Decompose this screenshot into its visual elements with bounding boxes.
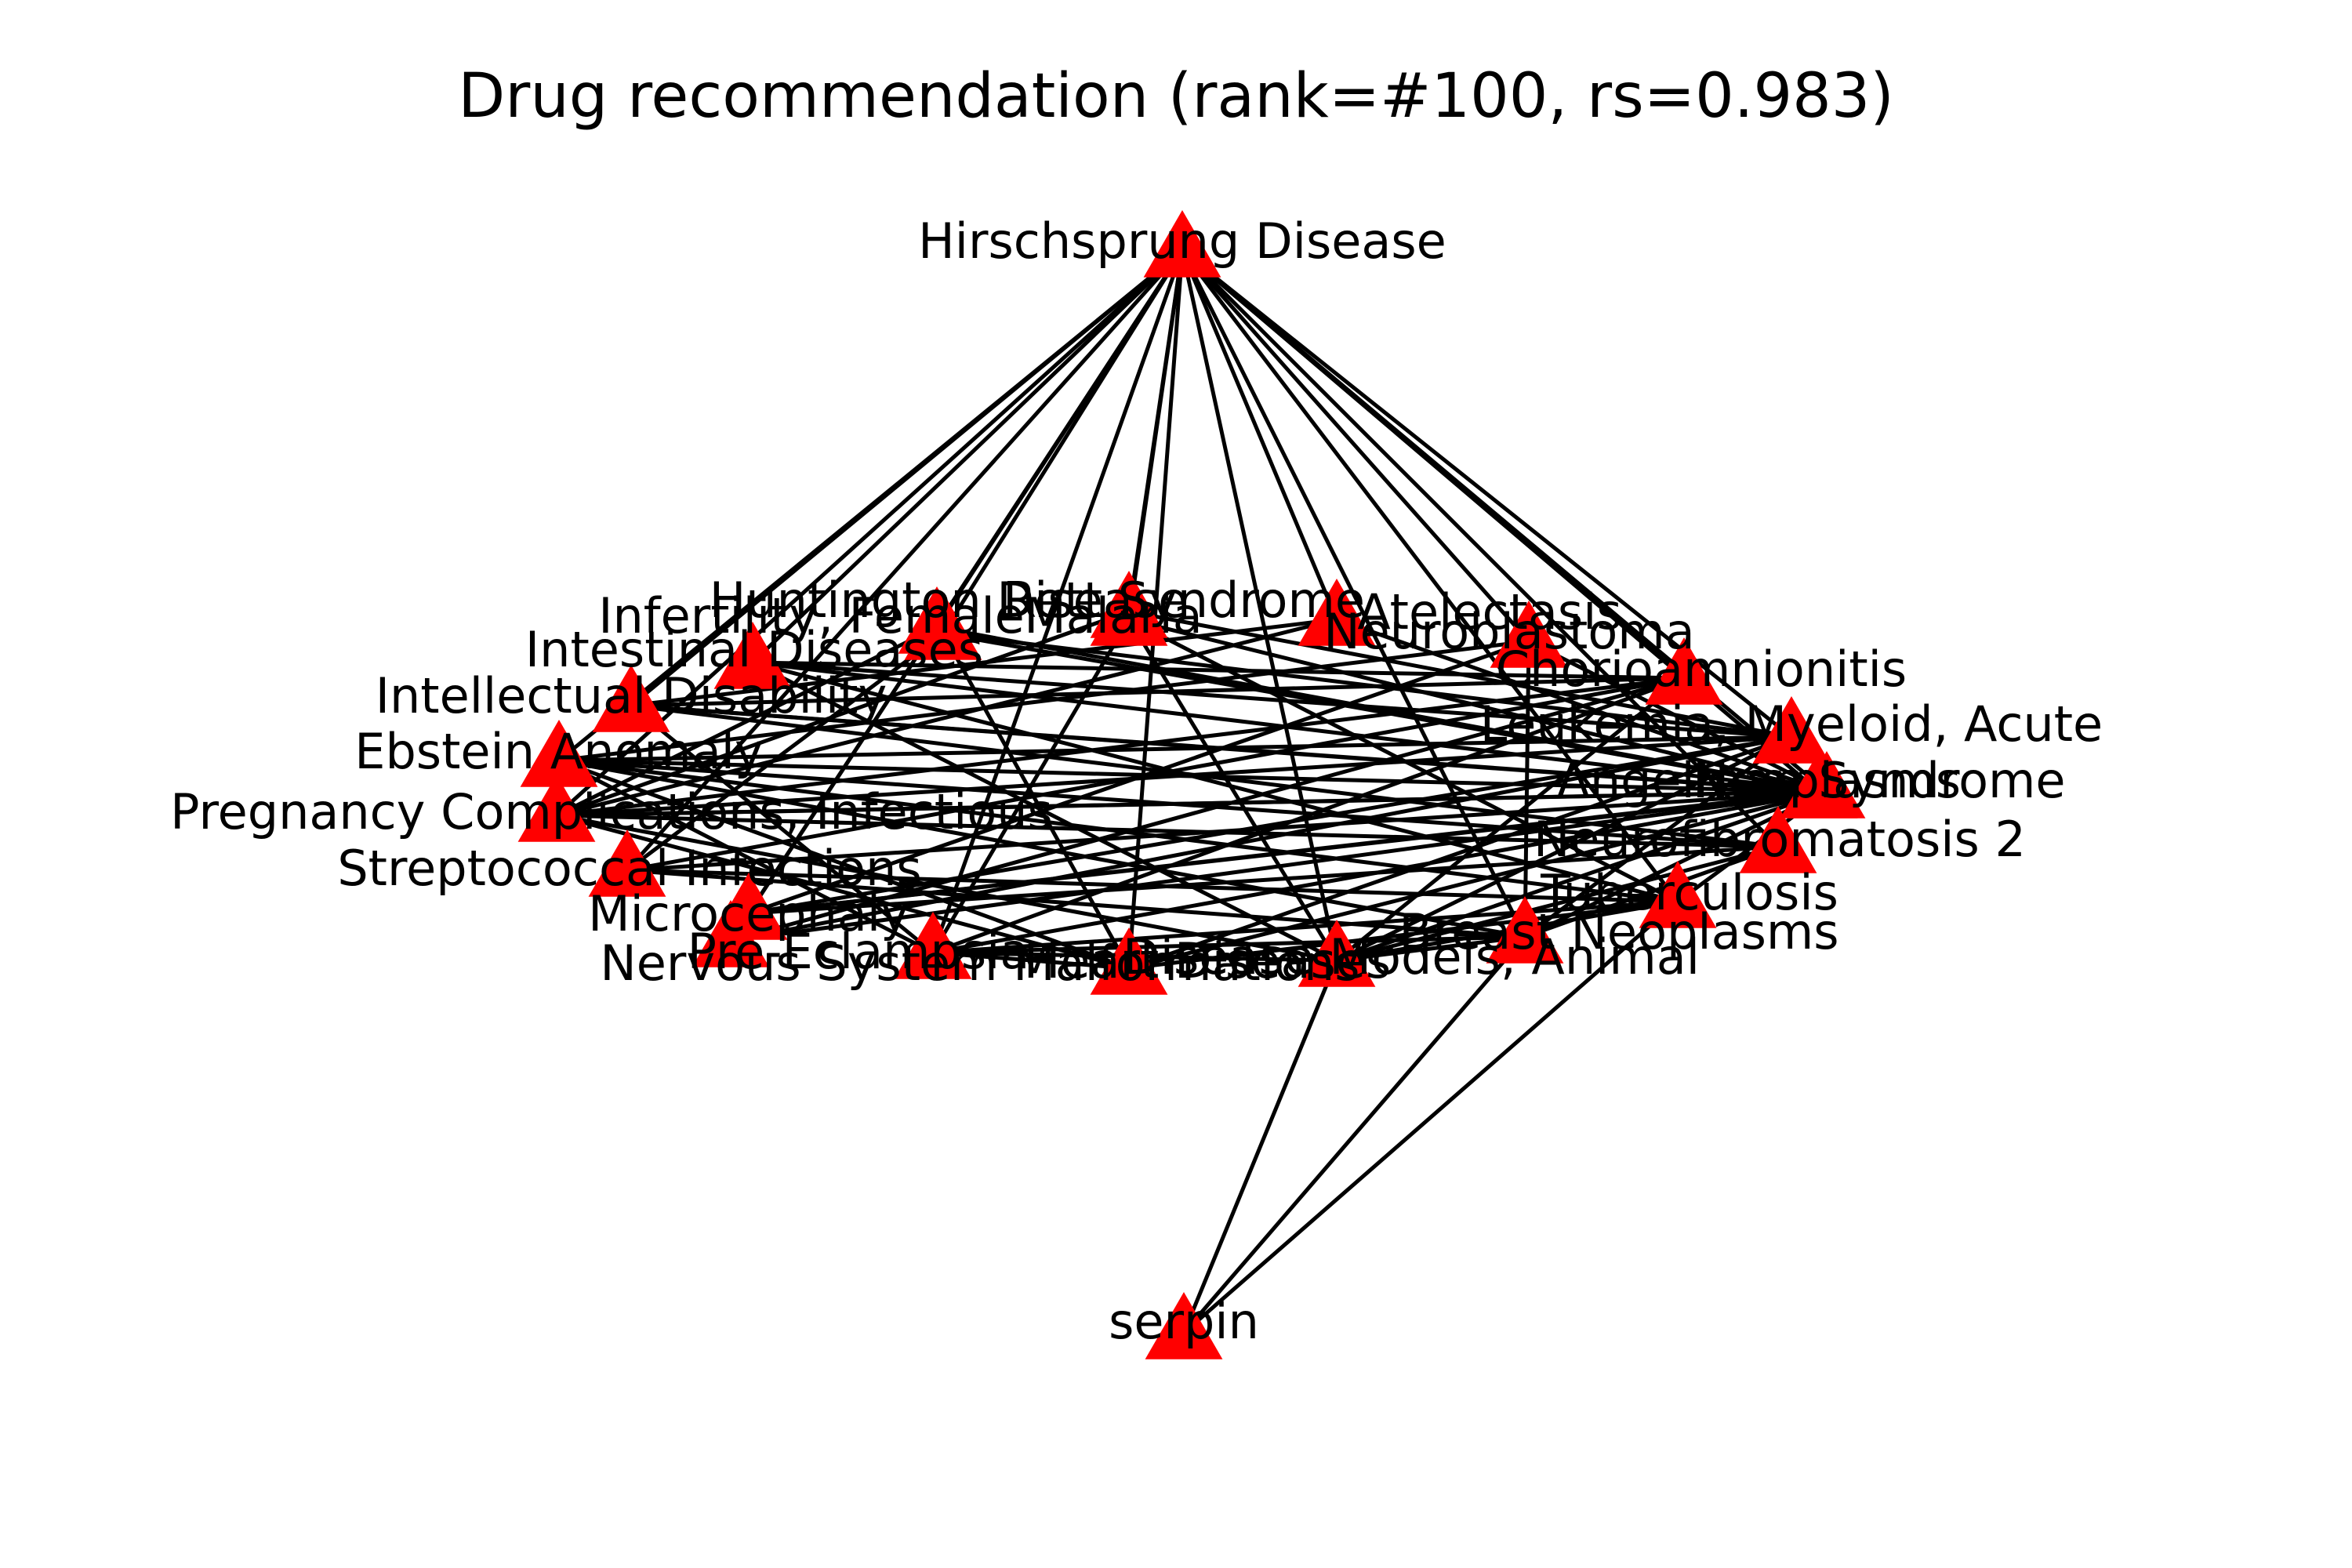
- node-label-intestinal: Intestinal Diseases: [525, 621, 983, 678]
- node-pregnancy: [517, 775, 596, 842]
- node-label-breast: Breast Neoplasms: [1399, 903, 1838, 960]
- node-label-preeclampsia: Pre-Eclampsia: [688, 923, 1030, 980]
- edge-chorioamnionitis-pregnancy: [556, 676, 1685, 818]
- edge-hirschsprung-tuberculosis: [1181, 249, 1679, 903]
- edge-hirschsprung-ebstein: [557, 249, 1184, 762]
- edge-hirschsprung-rett: [1127, 250, 1185, 612]
- edge-leukemia-heart_disease: [1335, 735, 1793, 963]
- node-intellectual: [592, 665, 670, 732]
- node-intestinal: [713, 622, 792, 689]
- edge-serpin-heart_disease: [1181, 960, 1339, 1334]
- edge-ebstein-leukemia: [558, 735, 1792, 763]
- edge-neuroblastoma-breast: [1523, 641, 1531, 938]
- edge-hirschsprung-neuroblastoma: [1181, 249, 1530, 643]
- node-ebstein: [520, 720, 598, 787]
- node-leukemia: [1752, 696, 1831, 764]
- node-tuberculosis: [1639, 861, 1717, 928]
- edge-hirschsprung-nf2: [1181, 249, 1780, 848]
- node-label-rett: Rett Syndrome: [1003, 572, 1365, 629]
- node-label-nf2: Neurofibromatosis 2: [1534, 811, 2026, 868]
- edge-infertility-disease_models: [941, 632, 1131, 970]
- node-serpin: [1145, 1292, 1223, 1359]
- edge-hirschsprung-atelectasis: [1180, 250, 1339, 620]
- node-label-microcephaly: Microcephaly: [588, 885, 909, 942]
- edge-neoplasms-nervous: [932, 789, 1828, 955]
- node-label-neoplasms: Neoplasms: [1693, 752, 1961, 809]
- node-label-disease-models: Disease Models, Animal: [1123, 928, 1700, 985]
- node-neoplasms: [1788, 751, 1866, 818]
- edge-layer: [555, 249, 1828, 1334]
- node-label-angelman: Angelman Syndrome: [1556, 752, 2065, 809]
- node-malaria: [1090, 579, 1168, 646]
- node-hirschsprung: [1143, 210, 1221, 278]
- edge-huntington-neoplasms: [936, 625, 1828, 794]
- edge-streptococcal-chorioamnionitis: [626, 676, 1685, 873]
- edge-neuroblastoma-ebstein: [558, 639, 1530, 763]
- node-label-nervous: Nervous System Malformations: [600, 935, 1359, 992]
- diagram-title: Drug recommendation (rank=#100, rs=0.983…: [458, 61, 1894, 132]
- edge-neoplasms-disease_models: [1128, 789, 1828, 971]
- node-label-huntington: Huntington Disease: [710, 572, 1189, 629]
- node-label-intellectual: Intellectual Disability: [376, 667, 887, 724]
- node-label-neuroblastoma: Neuroblastoma: [1323, 603, 1694, 660]
- edge-intestinal-leukemia: [752, 660, 1792, 739]
- edge-streptococcal-breast: [626, 868, 1526, 939]
- node-chorioamnionitis: [1645, 637, 1723, 705]
- edge-disease_models-nervous: [932, 950, 1130, 971]
- edge-hirschsprung-huntington: [935, 249, 1185, 629]
- edge-hirschsprung-intestinal: [751, 249, 1184, 664]
- edge-malaria-nervous: [931, 618, 1131, 954]
- edge-malaria-neoplasms: [1128, 617, 1828, 794]
- node-nf2: [1739, 806, 1817, 873]
- edge-rett-pregnancy: [556, 609, 1130, 818]
- node-preeclampsia: [691, 900, 770, 967]
- node-label-ebstein: Ebstein Anomaly: [354, 723, 763, 780]
- edge-serpin-breast: [1182, 935, 1526, 1334]
- edge-hirschsprung-streptococcal: [626, 249, 1184, 872]
- edge-atelectasis-pregnancy: [556, 617, 1338, 818]
- node-label-leukemia: Leukemia, Myeloid, Acute: [1480, 695, 2103, 753]
- node-label-serpin: serpin: [1109, 1293, 1259, 1350]
- node-label-streptococcal: Streptococcal Infections: [337, 840, 921, 897]
- node-label-infertility: Infertility, Female: [598, 587, 1025, 644]
- edge-neuroblastoma-microcephaly: [748, 639, 1530, 916]
- edge-serpin-tuberculosis: [1182, 900, 1679, 1334]
- edge-hirschsprung-breast: [1180, 249, 1527, 938]
- node-label-pregnancy: Pregnancy Complications, Infectious: [170, 783, 1053, 840]
- edge-pregnancy-heart_disease: [556, 813, 1338, 963]
- node-neuroblastoma: [1490, 601, 1568, 668]
- edge-rett-leukemia: [1128, 609, 1792, 739]
- node-breast: [1486, 896, 1564, 964]
- node-layer: [517, 210, 1866, 1359]
- edge-breast-heart_disease: [1336, 935, 1526, 963]
- node-label-heart-disease: Heart Diseases: [1024, 932, 1391, 989]
- edge-huntington-pregnancy: [555, 625, 938, 818]
- edge-intellectual-nervous: [630, 704, 935, 954]
- edge-microcephaly-nf2: [748, 844, 1779, 916]
- node-disease-models: [1090, 927, 1168, 995]
- edge-pregnancy-disease_models: [556, 813, 1130, 971]
- edge-chorioamnionitis-heart_disease: [1335, 677, 1686, 962]
- edge-leukemia-microcephaly: [748, 735, 1792, 916]
- edge-angelman-pregnancy: [556, 789, 1820, 818]
- node-heart-disease: [1298, 920, 1376, 987]
- edge-hirschsprung-heart_disease: [1180, 250, 1339, 961]
- node-label-malaria: Malaria: [1024, 587, 1202, 644]
- node-nervous: [894, 912, 972, 979]
- node-label-hirschsprung: Hirschsprung Disease: [918, 212, 1446, 270]
- edge-malaria-heart_disease: [1127, 618, 1339, 962]
- node-label-atelectasis: Atelectasis: [1357, 583, 1621, 641]
- node-huntington: [898, 586, 976, 654]
- edge-ebstein-disease_models: [558, 758, 1130, 971]
- node-label-tuberculosis: Tuberculosis: [1540, 864, 1838, 921]
- node-atelectasis: [1298, 579, 1376, 646]
- node-streptococcal: [588, 829, 666, 897]
- edge-breast-nervous: [932, 935, 1526, 955]
- edge-preeclampsia-chorioamnionitis: [730, 676, 1685, 943]
- node-label-chorioamnionitis: Chorioamnionitis: [1496, 641, 1907, 698]
- edge-atelectasis-neoplasms: [1336, 617, 1828, 794]
